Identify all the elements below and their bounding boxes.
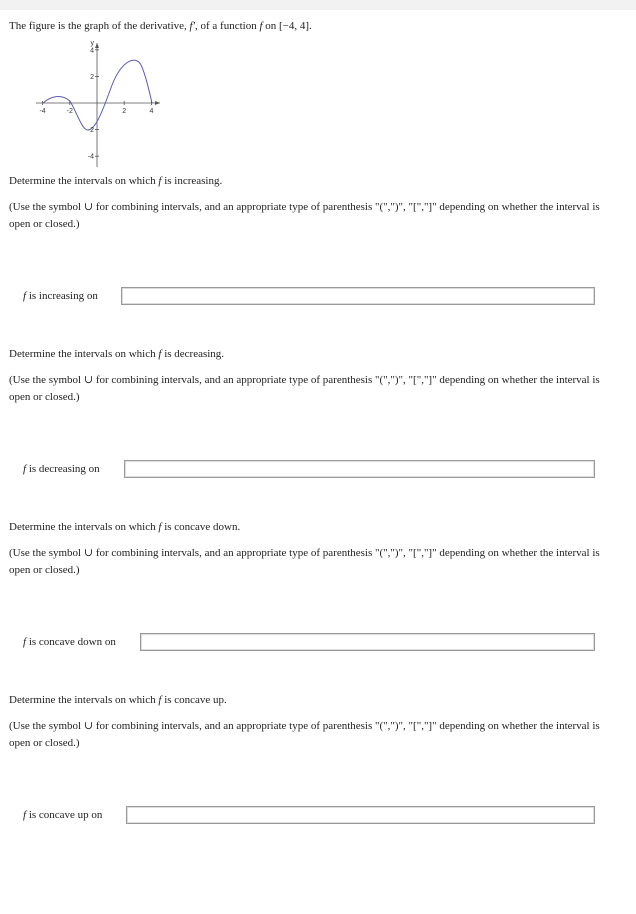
instruction: (Use the symbol ∪ for combining interval…: [9, 201, 600, 230]
label-text: f: [23, 809, 27, 821]
y-tick-label: -2: [88, 127, 94, 134]
prompt-text: Determine the intervals on which: [9, 175, 159, 187]
answer-label: f is concave down on: [23, 636, 116, 648]
y-arrow: [95, 43, 99, 48]
label-text: f: [23, 290, 27, 302]
answer-label: f is increasing on: [23, 290, 98, 302]
intro-text: f′: [189, 20, 195, 32]
y-tick-label: 4: [90, 47, 94, 54]
answer-label: f is concave up on: [23, 809, 102, 821]
prompt-text: f: [158, 694, 162, 706]
prompt-text: Determine the intervals on which: [9, 348, 159, 360]
label-text: is concave down on: [26, 636, 116, 648]
y-axis-label: y: [91, 40, 95, 47]
answer-label: f is decreasing on: [23, 463, 100, 475]
instruction: (Use the symbol ∪ for combining interval…: [9, 374, 600, 403]
instruction: (Use the symbol ∪ for combining interval…: [9, 720, 600, 749]
label-text: is increasing on: [26, 290, 98, 302]
prompt-text: f: [158, 175, 162, 187]
prompt: Determine the intervals on which f is in…: [9, 175, 222, 187]
answer-input[interactable]: [121, 287, 595, 305]
intro-text: The figure is the graph of the derivativ…: [9, 20, 190, 32]
prompt: Determine the intervals on which f is co…: [9, 694, 227, 706]
prompt-text: is concave down.: [161, 521, 241, 533]
figure: y -4 -2 2 4 4 2 -2 -4: [36, 40, 160, 167]
prompt: Determine the intervals on which f is co…: [9, 521, 240, 533]
prompt-text: is increasing.: [161, 175, 223, 187]
label-text: f: [23, 463, 27, 475]
answer-input[interactable]: [126, 806, 595, 824]
instruction: (Use the symbol ∪ for combining interval…: [9, 547, 600, 576]
x-tick-label: 2: [122, 108, 126, 115]
prompt-text: f: [158, 521, 162, 533]
intro: The figure is the graph of the derivativ…: [9, 20, 312, 32]
prompt-text: Determine the intervals on which: [9, 694, 159, 706]
prompt-text: Determine the intervals on which: [9, 521, 159, 533]
intro-text: f: [259, 20, 263, 32]
prompt-text: f: [158, 348, 162, 360]
prompt: Determine the intervals on which f is de…: [9, 348, 224, 360]
label-text: f: [23, 636, 27, 648]
prompt-text: is concave up.: [161, 694, 227, 706]
top-bar: [0, 0, 636, 10]
intro-text: , of a function: [195, 20, 260, 32]
answer-input[interactable]: [140, 633, 595, 651]
label-text: is decreasing on: [26, 463, 100, 475]
x-tick-label: -2: [67, 108, 73, 115]
intro-text: on [−4, 4].: [262, 20, 312, 32]
answer-input[interactable]: [124, 460, 595, 478]
x-tick-label: -4: [39, 108, 45, 115]
y-tick-label: -4: [88, 154, 94, 161]
x-tick-label: 4: [149, 108, 153, 115]
prompt-text: is decreasing.: [161, 348, 225, 360]
y-tick-label: 2: [90, 74, 94, 81]
x-arrow: [155, 101, 160, 105]
curve: [42, 59, 153, 131]
label-text: is concave up on: [26, 809, 103, 821]
